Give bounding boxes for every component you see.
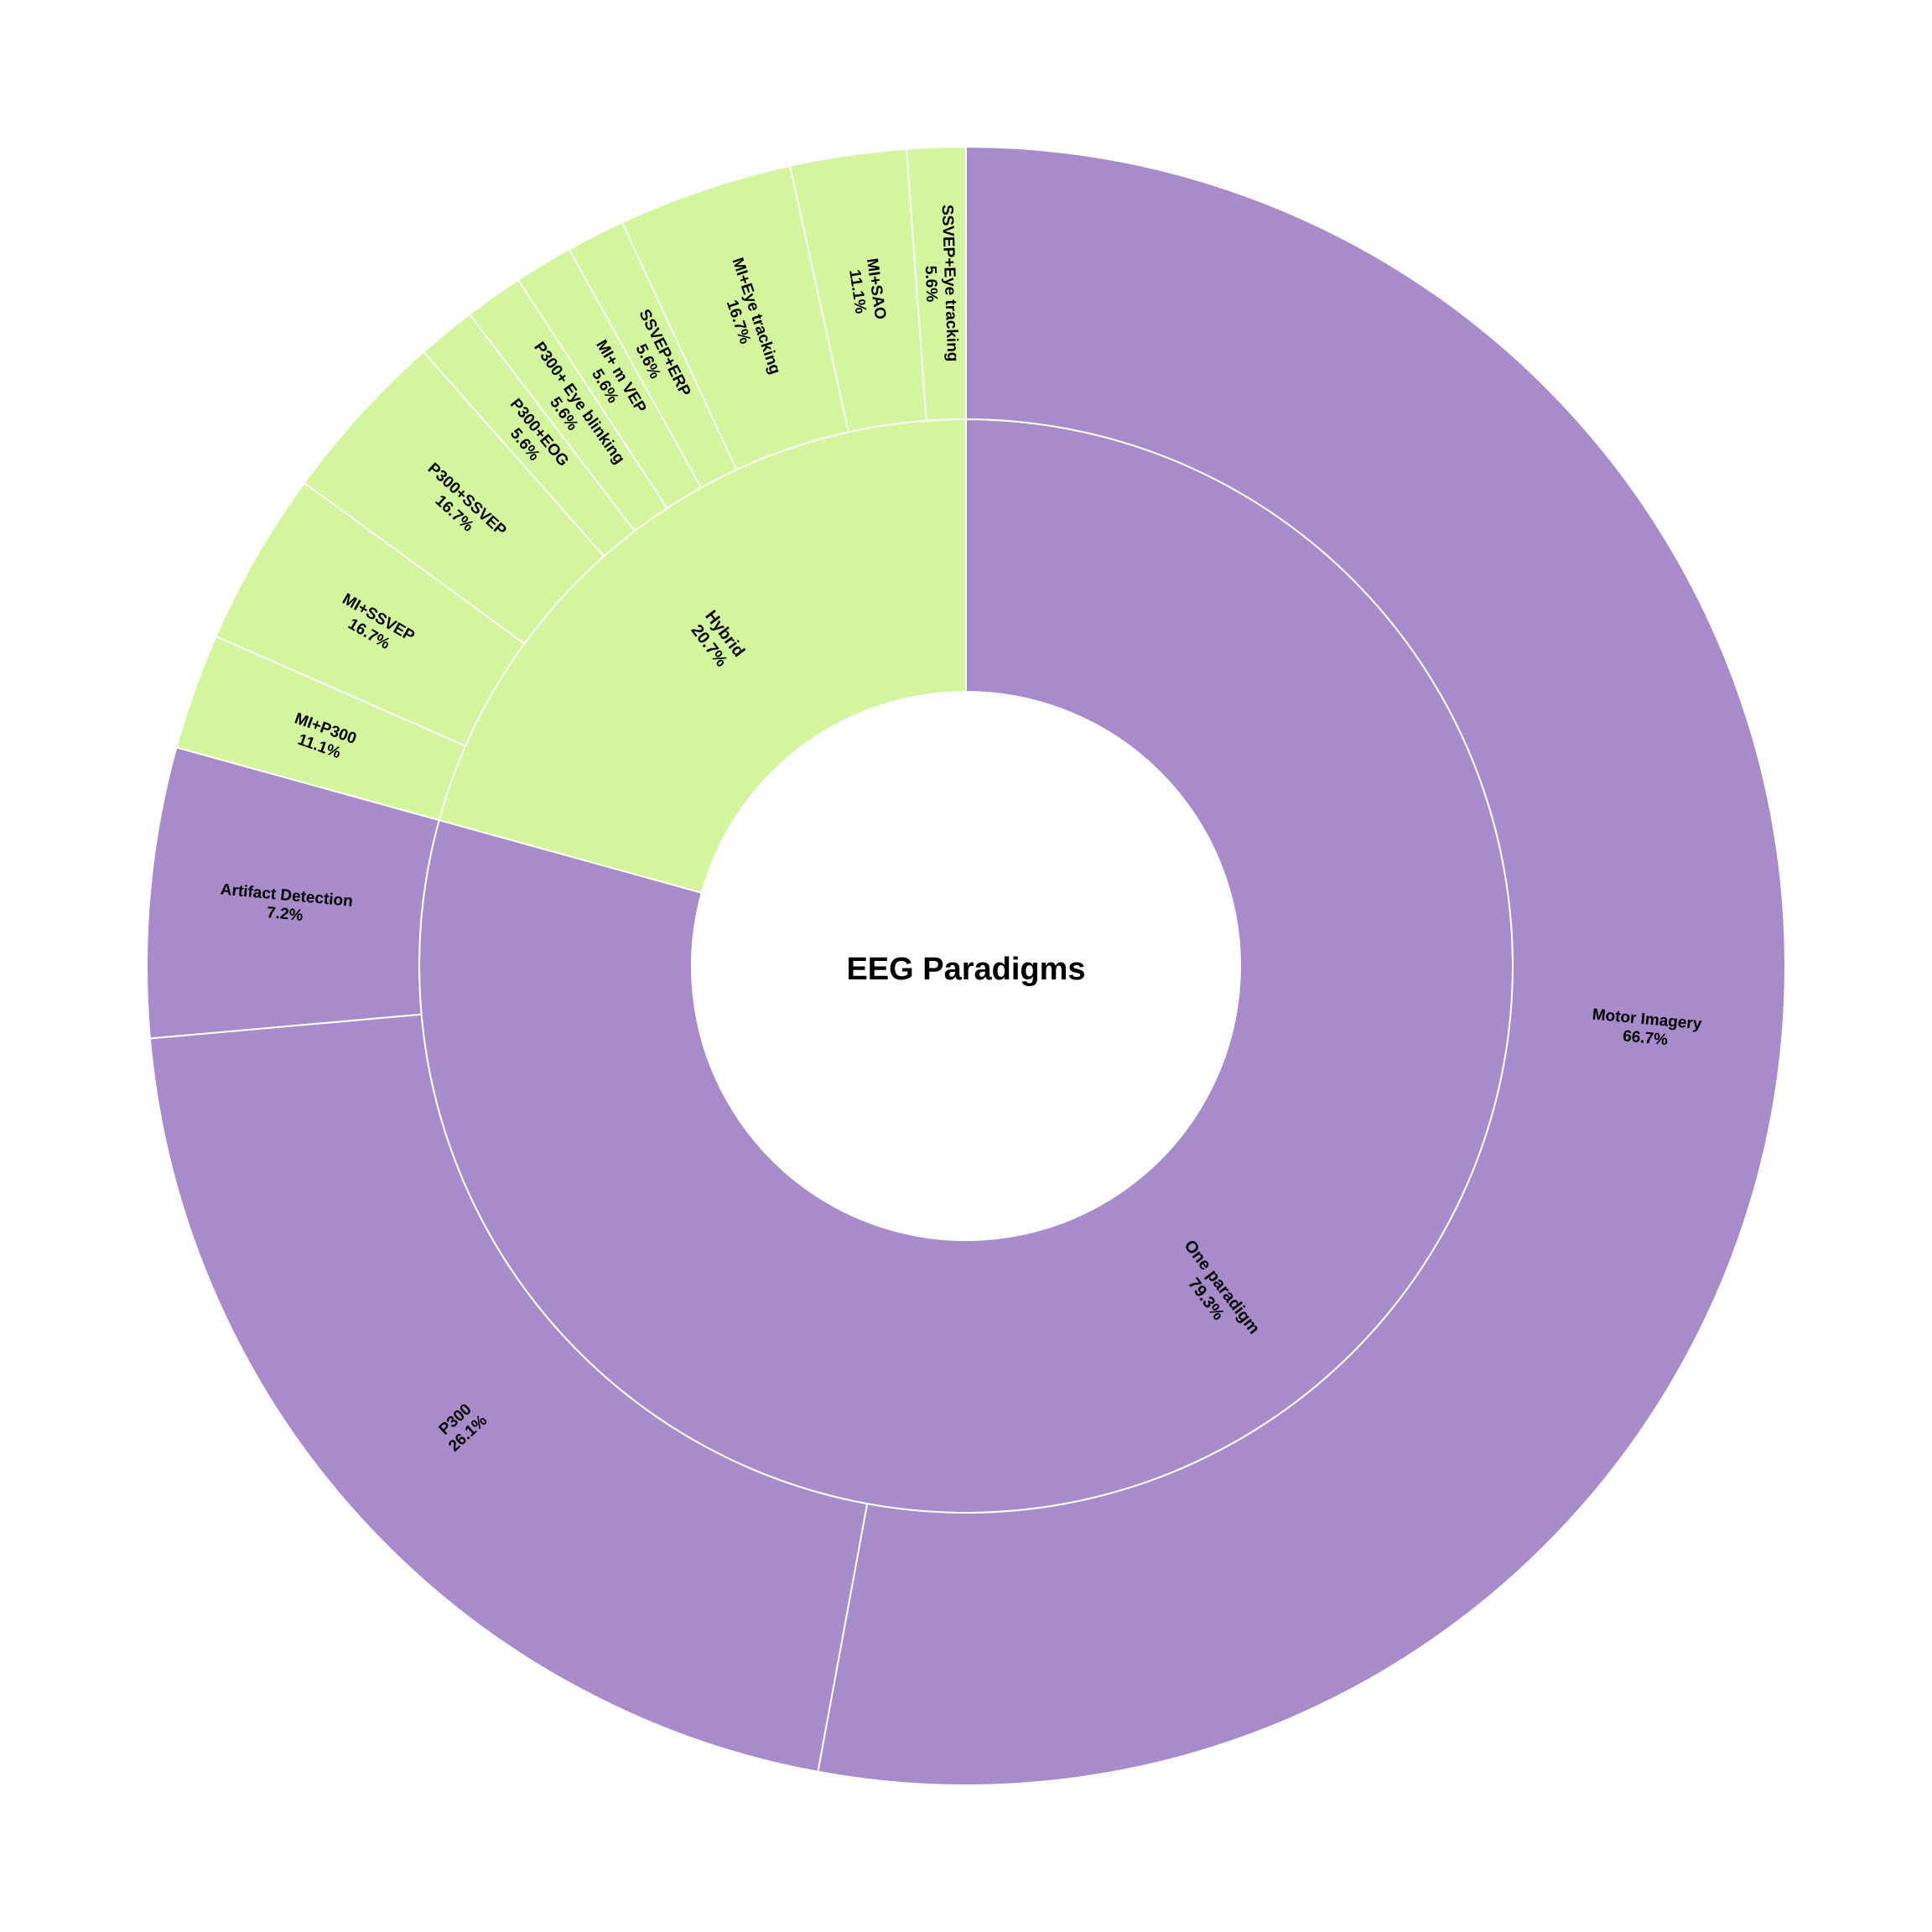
outer-slice-ssvep-eye-tracking	[906, 145, 967, 422]
outer-label-ssvep-eye-tracking: SSVEP+Eye tracking5.6%	[919, 205, 961, 363]
outer-slice-p300	[148, 1013, 869, 1774]
outer-slice-motor-imagery	[817, 145, 1787, 1786]
chart-title: EEG Paradigms	[846, 952, 1085, 987]
slices-group	[146, 145, 1787, 1786]
